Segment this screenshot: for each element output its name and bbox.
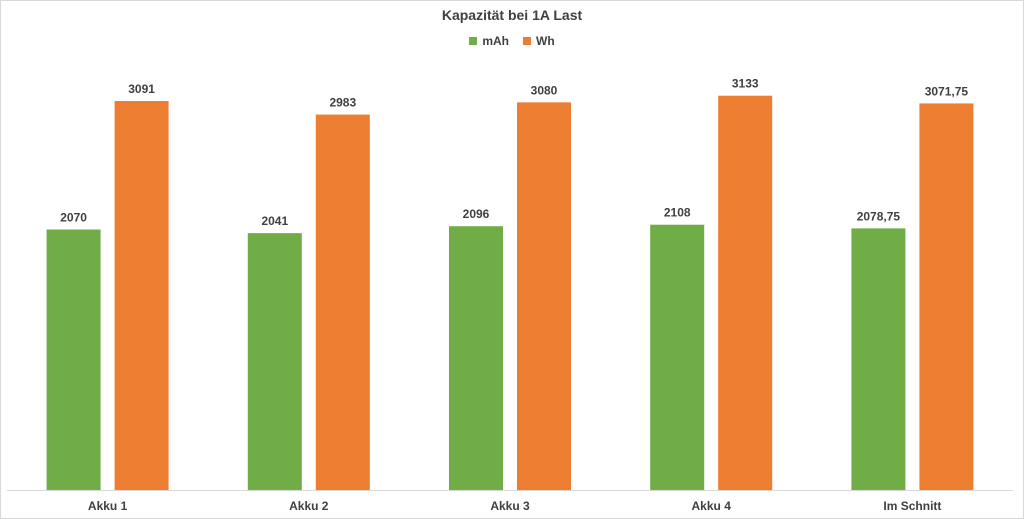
x-tick-label-3: Akku 3 <box>490 499 530 513</box>
bar-mah-4 <box>650 224 705 491</box>
bar-wh-4 <box>718 95 773 491</box>
data-label-wh-4: 3133 <box>732 77 759 91</box>
data-label-wh-3: 3080 <box>531 83 558 97</box>
data-label-mah-1: 2070 <box>60 210 87 224</box>
x-tick-label-1: Akku 1 <box>88 499 128 513</box>
legend-entry-wh: Wh <box>523 34 555 48</box>
legend: mAh Wh <box>0 34 1024 48</box>
bar-wh-1 <box>114 100 169 490</box>
bar-mah-3 <box>449 226 503 491</box>
data-label-wh-5: 3071,75 <box>925 84 969 98</box>
data-label-mah-5: 2078,75 <box>857 209 901 223</box>
x-tick-label-5: Im Schnitt <box>883 499 941 513</box>
bar-mah-5 <box>851 228 906 490</box>
bar-wh-5 <box>919 103 974 491</box>
legend-swatch-wh <box>523 37 531 45</box>
legend-label-mah: mAh <box>482 34 509 48</box>
chart-title: Kapazität bei 1A Last <box>441 7 583 23</box>
data-label-mah-2: 2041 <box>261 214 288 228</box>
bar-mah-2 <box>247 233 302 491</box>
legend-label-wh: Wh <box>536 34 555 48</box>
bar-mah-1 <box>46 229 101 491</box>
data-label-wh-2: 2983 <box>329 96 356 110</box>
data-label-wh-1: 3091 <box>128 82 155 96</box>
bar-wh-2 <box>315 114 370 490</box>
legend-swatch-mah <box>469 37 478 45</box>
bar-wh-3 <box>517 102 571 490</box>
data-label-mah-4: 2108 <box>664 206 691 220</box>
data-label-mah-3: 2096 <box>463 207 490 221</box>
x-tick-label-4: Akku 4 <box>692 499 732 513</box>
x-tick-label-2: Akku 2 <box>289 499 329 513</box>
legend-entry-mah: mAh <box>469 34 509 48</box>
